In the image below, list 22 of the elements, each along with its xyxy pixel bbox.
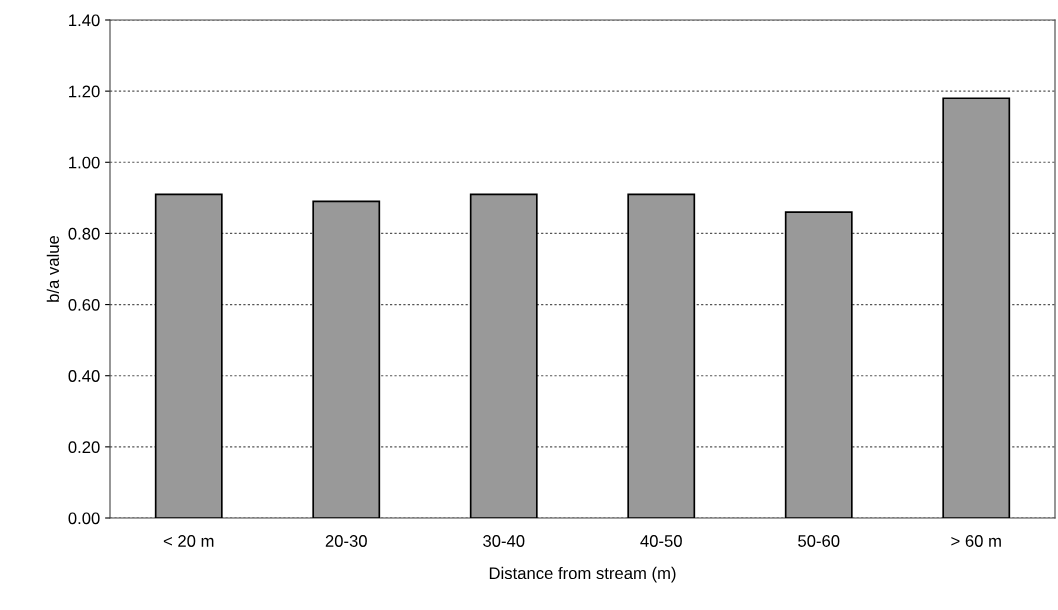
x-tick-label: > 60 m <box>951 535 1001 547</box>
bar <box>469 193 538 518</box>
bar <box>784 211 853 518</box>
y-tick-label: 0.00 <box>68 512 100 525</box>
y-tick-label: 0.60 <box>68 298 100 311</box>
bar <box>627 193 696 518</box>
bar <box>154 193 223 518</box>
x-tick-label: 50-60 <box>798 535 840 547</box>
x-tick-label: 40-50 <box>640 535 682 547</box>
y-tick-label: 0.80 <box>68 227 100 240</box>
y-tick-label: 1.00 <box>69 156 100 169</box>
bar <box>312 200 381 518</box>
y-tick-label: 1.20 <box>69 85 100 98</box>
x-tick-label: 20-30 <box>325 535 367 547</box>
y-tick-label: 1.40 <box>69 14 100 27</box>
bar <box>942 97 1011 518</box>
y-tick-label: 0.40 <box>68 370 100 382</box>
x-tick-label: 30-40 <box>483 535 525 547</box>
y-axis-title: b/a value <box>46 235 59 302</box>
y-tick-label: 0.20 <box>68 441 100 454</box>
x-axis-title: Distance from stream (m) <box>489 566 676 583</box>
x-tick-label: < 20 m <box>163 535 214 547</box>
